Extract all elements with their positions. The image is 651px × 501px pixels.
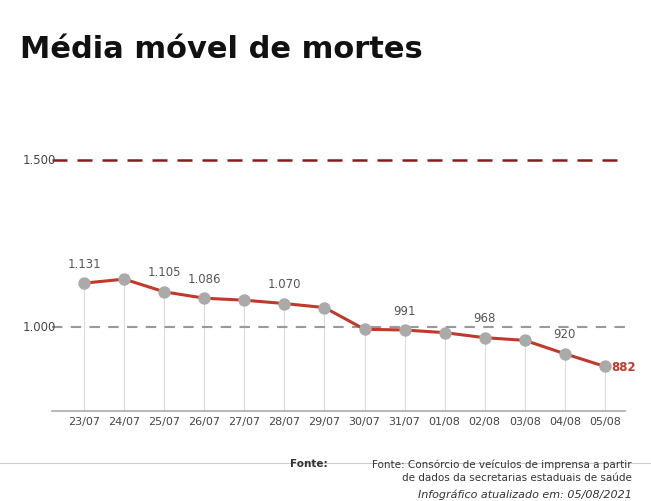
Point xyxy=(560,350,570,358)
Text: G1: G1 xyxy=(23,473,48,491)
Text: Infográfico atualizado em: 05/08/2021: Infográfico atualizado em: 05/08/2021 xyxy=(417,488,631,499)
Point xyxy=(159,288,169,296)
Point xyxy=(199,295,210,303)
Text: 1.070: 1.070 xyxy=(268,278,301,291)
Point xyxy=(359,326,370,334)
Text: Fonte: Consórcio de veículos de imprensa a partir
de dados da secretarias estadu: Fonte: Consórcio de veículos de imprensa… xyxy=(372,458,631,482)
Point xyxy=(600,363,610,371)
Point xyxy=(79,280,89,288)
Point xyxy=(239,297,249,305)
Text: 1.086: 1.086 xyxy=(187,272,221,285)
Point xyxy=(480,334,490,342)
Text: Média móvel de mortes: Média móvel de mortes xyxy=(20,35,422,64)
Text: 882: 882 xyxy=(611,360,635,373)
Text: 968: 968 xyxy=(473,312,496,325)
Point xyxy=(439,329,450,337)
Point xyxy=(279,300,290,308)
Text: 920: 920 xyxy=(554,328,576,341)
Text: 991: 991 xyxy=(393,304,416,317)
Text: 1.131: 1.131 xyxy=(67,257,101,270)
Point xyxy=(519,337,530,345)
Text: 1.500: 1.500 xyxy=(23,154,56,167)
Point xyxy=(119,276,130,284)
Point xyxy=(400,326,410,334)
Text: 1.105: 1.105 xyxy=(148,266,181,279)
Text: 1.000: 1.000 xyxy=(23,321,56,334)
Text: Fonte:: Fonte: xyxy=(290,458,327,468)
Point xyxy=(319,304,329,312)
